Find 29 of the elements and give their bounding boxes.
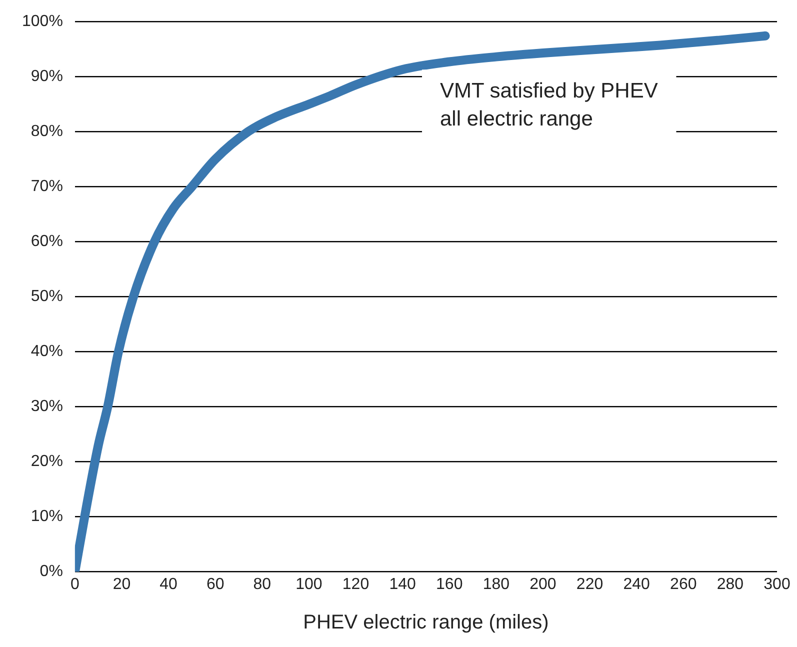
x-tick-label: 280 [716,576,744,593]
x-tick-label: 20 [112,576,131,593]
x-tick-label: 180 [482,576,510,593]
x-tick-label: 200 [530,576,556,593]
x-tick-label: 300 [764,576,790,593]
y-tick-label: 20% [30,453,63,470]
annotation: VMT satisfied by PHEV all electric range [440,79,658,130]
y-tick-label: 10% [30,508,63,526]
x-tick-label: 260 [670,576,697,593]
x-tick-label: 40 [160,576,178,593]
y-tick-label: 60% [30,233,63,250]
y-tick-label: 40% [30,343,63,360]
y-tick-label: 100% [22,13,63,30]
x-tick-label: 120 [342,576,370,593]
y-tick-label: 90% [30,68,63,86]
x-tick-label: 140 [389,576,416,593]
y-tick-label: 80% [30,123,63,140]
x-tick-label: 100 [296,576,322,593]
x-tick-label: 0 [70,576,80,593]
y-tick-label: 0% [40,563,63,580]
x-axis-title: PHEV electric range (miles) [303,612,549,634]
y-tick-label: 70% [30,178,63,196]
y-tick-label: 50% [30,288,63,306]
x-tick-label: 80 [253,576,272,593]
x-tick-label: 240 [623,576,650,593]
y-tick-label: 30% [30,398,63,416]
x-tick-label: 60 [206,576,224,593]
x-tick-label: 220 [576,576,604,593]
x-tick-label: 160 [436,576,463,593]
